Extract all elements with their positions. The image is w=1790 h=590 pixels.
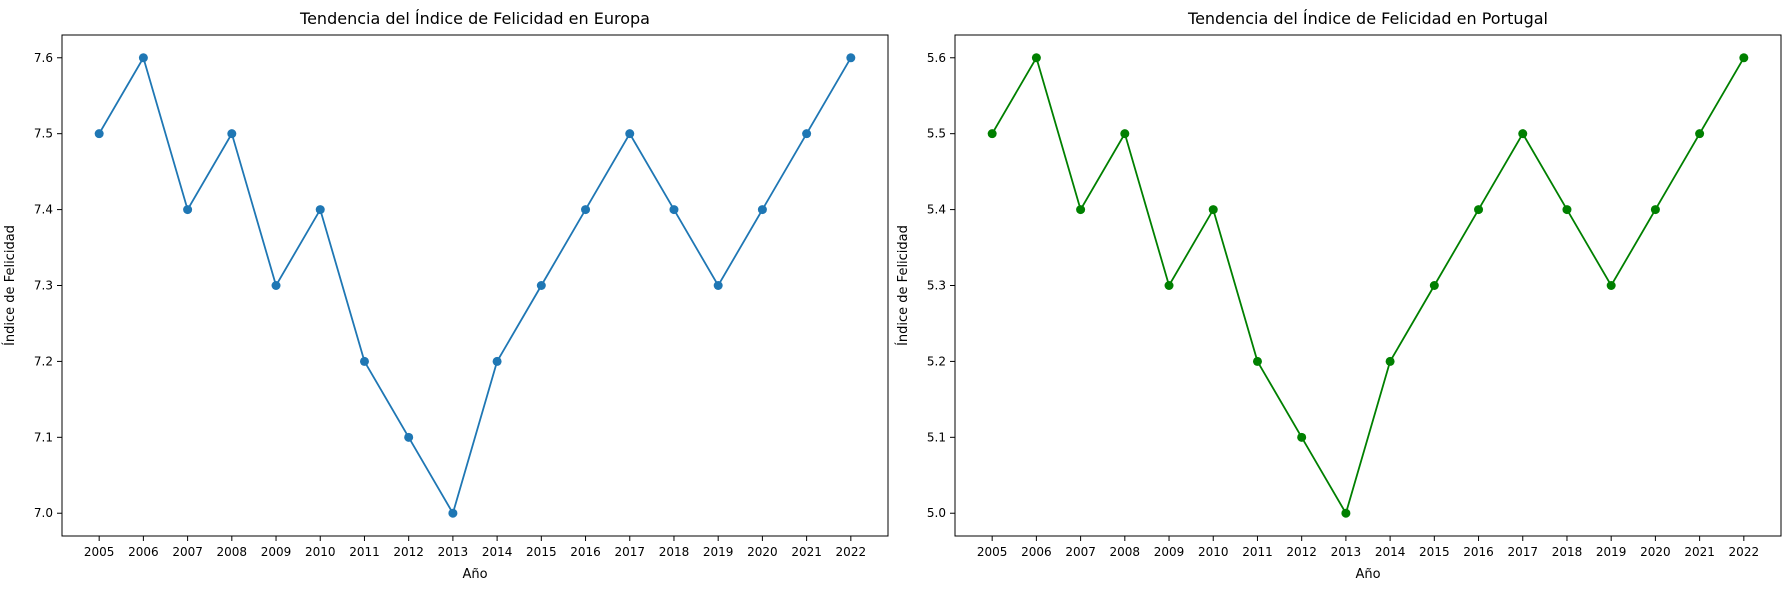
x-axis-label: Año [462,567,487,582]
data-point [183,205,193,215]
y-tick-label: 7.6 [34,51,53,65]
x-axis-label: Año [1355,567,1380,582]
x-tick-label: 2006 [128,545,159,559]
x-tick-label: 2005 [977,545,1008,559]
chart-title: Tendencia del Índice de Felicidad en Por… [1187,9,1548,28]
data-point [1120,129,1130,139]
x-tick-label: 2019 [703,545,734,559]
x-tick-label: 2020 [747,545,778,559]
data-point [1252,356,1262,366]
y-tick-label: 7.4 [34,203,53,217]
data-point [315,205,325,215]
data-point [1031,53,1041,63]
data-point [1429,281,1439,290]
data-point [94,129,104,139]
x-tick-label: 2009 [1154,545,1185,559]
data-point [757,205,767,215]
x-tick-label: 2016 [1463,545,1494,559]
x-tick-label: 2012 [1286,545,1317,559]
data-point [625,129,635,139]
chart-panel-1: Tendencia del Índice de Felicidad en Por… [895,9,1782,582]
data-point [1164,281,1174,290]
plot-frame [61,34,889,537]
data-point [713,281,723,290]
y-tick-label: 7.0 [34,506,53,520]
data-point [359,356,369,366]
x-tick-label: 2022 [836,545,867,559]
x-tick-label: 2018 [1552,545,1583,559]
data-point [404,432,414,442]
x-tick-label: 2008 [1110,545,1141,559]
data-point [1739,53,1749,63]
data-point [1695,129,1705,139]
x-tick-label: 2015 [526,545,557,559]
y-tick-label: 5.6 [927,51,946,65]
data-point [1606,281,1616,290]
data-point [271,281,281,290]
chart-panel-0: Tendencia del Índice de Felicidad en Eur… [2,9,889,582]
y-tick-label: 7.5 [34,127,53,141]
y-axis-label: Índice de Felicidad [2,225,18,346]
x-tick-label: 2017 [1507,545,1538,559]
data-point [669,205,679,215]
data-point [1650,205,1660,215]
plot-frame [954,34,1782,537]
y-tick-label: 7.2 [34,354,53,368]
data-point [1341,508,1351,518]
data-point [987,129,997,139]
series-line [98,55,852,516]
data-point [1385,356,1395,366]
x-tick-label: 2014 [482,545,513,559]
data-point [492,356,502,366]
data-point [1208,205,1218,215]
data-point [1474,205,1484,215]
data-point [1562,205,1572,215]
x-tick-label: 2021 [1684,545,1715,559]
x-tick-label: 2009 [261,545,292,559]
x-tick-label: 2010 [305,545,336,559]
x-tick-label: 2021 [791,545,822,559]
x-tick-label: 2010 [1198,545,1229,559]
data-point [536,281,546,290]
data-point [581,205,591,215]
y-tick-label: 7.3 [34,279,53,293]
x-tick-label: 2012 [393,545,424,559]
y-tick-label: 5.3 [927,279,946,293]
data-point [1518,129,1528,139]
x-tick-label: 2014 [1375,545,1406,559]
x-tick-label: 2018 [659,545,690,559]
chart-title: Tendencia del Índice de Felicidad en Eur… [299,9,650,28]
y-tick-label: 5.4 [927,203,946,217]
x-tick-label: 2011 [349,545,380,559]
x-tick-label: 2005 [84,545,115,559]
x-tick-label: 2022 [1729,545,1760,559]
x-tick-label: 2007 [172,545,203,559]
data-point [138,53,148,63]
x-tick-label: 2019 [1596,545,1627,559]
x-tick-label: 2017 [614,545,645,559]
data-point [448,508,458,518]
data-point [1076,205,1086,215]
data-point [846,53,856,63]
x-tick-label: 2013 [1331,545,1362,559]
y-tick-label: 7.1 [34,430,53,444]
y-tick-label: 5.2 [927,354,946,368]
data-point [802,129,812,139]
y-tick-label: 5.0 [927,506,946,520]
x-tick-label: 2011 [1242,545,1273,559]
data-point [227,129,237,139]
y-tick-label: 5.5 [927,127,946,141]
x-tick-label: 2006 [1021,545,1052,559]
x-tick-label: 2007 [1065,545,1096,559]
y-tick-label: 5.1 [927,430,946,444]
y-axis-label: Índice de Felicidad [895,225,911,346]
x-tick-label: 2008 [217,545,248,559]
x-tick-label: 2013 [438,545,469,559]
x-tick-label: 2015 [1419,545,1450,559]
series-line [991,55,1745,516]
x-tick-label: 2020 [1640,545,1671,559]
data-point [1297,432,1307,442]
x-tick-label: 2016 [570,545,601,559]
